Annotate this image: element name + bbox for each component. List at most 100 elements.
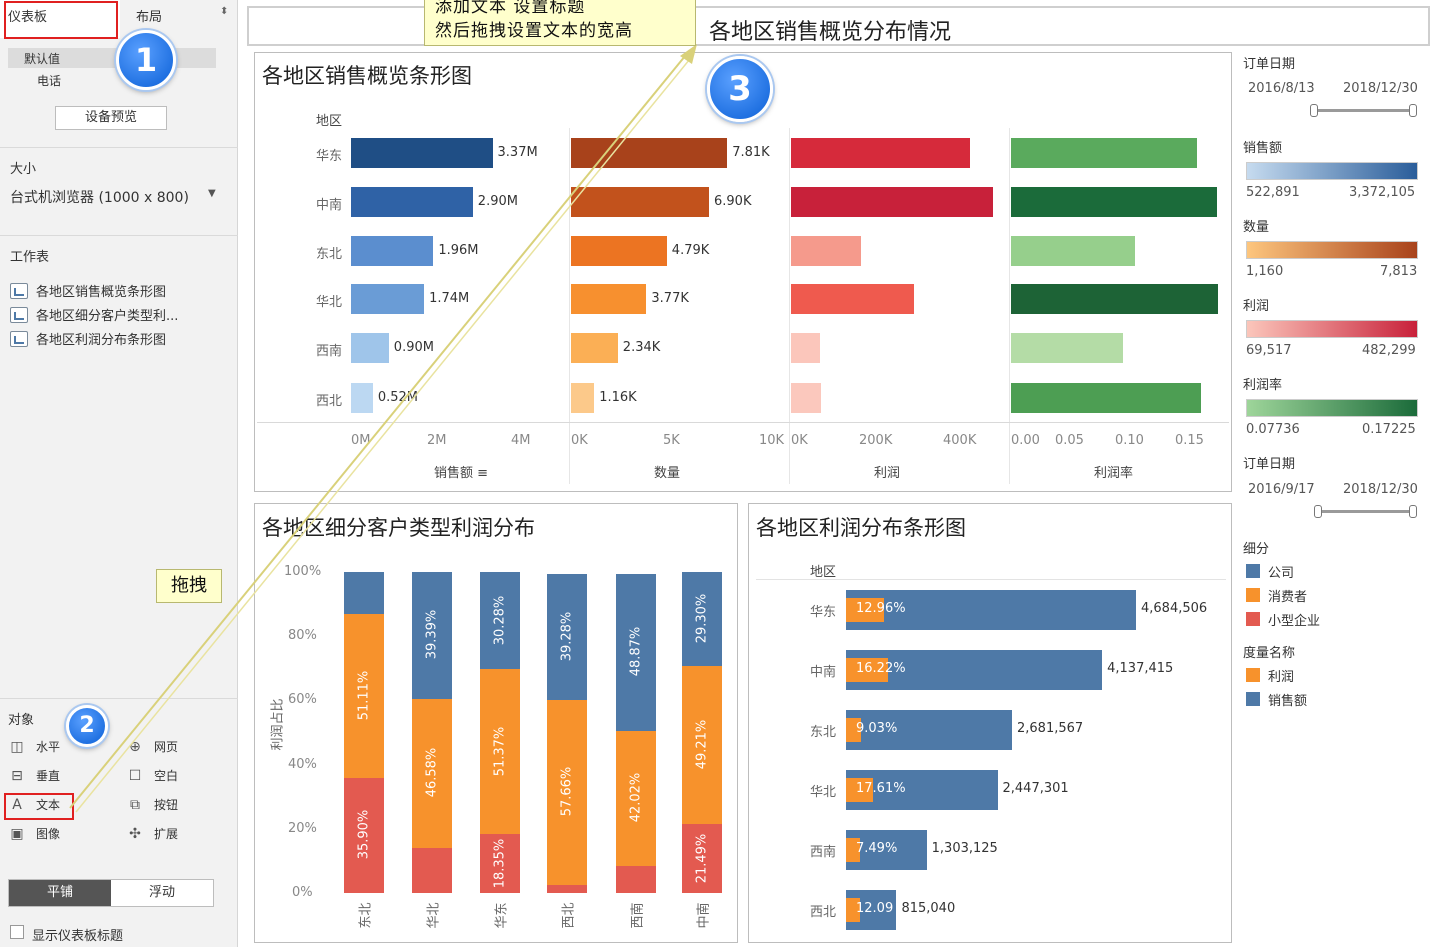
profit-bar[interactable] (846, 898, 860, 922)
stacked-segment-消费者[interactable] (480, 669, 520, 835)
stacked-segment-公司[interactable] (480, 572, 520, 670)
bar-利润[interactable] (791, 333, 821, 363)
tab-layout[interactable]: 布局 ⬍ (120, 0, 238, 38)
bar-利润率[interactable] (1011, 333, 1124, 363)
bar-销售额[interactable] (351, 138, 493, 168)
bar-利润[interactable] (791, 138, 970, 168)
bar-数量[interactable] (571, 333, 618, 363)
legend-item-label[interactable]: 小型企业 (1268, 614, 1321, 629)
stacked-segment-公司[interactable] (412, 572, 452, 699)
quantity-legend-min: 1,160 (1246, 264, 1284, 279)
bar-利润[interactable] (791, 284, 914, 314)
object-item-button[interactable]: ⧉ 按钮 (126, 796, 178, 813)
profit-bar[interactable] (846, 778, 873, 802)
layout-mode-toggle: 平铺 浮动 (8, 879, 214, 907)
stacked-segment-小型企业[interactable] (616, 865, 656, 893)
sales-bar[interactable] (846, 710, 1012, 750)
tiled-button[interactable]: 平铺 (9, 880, 111, 906)
bar-销售额[interactable] (351, 187, 473, 217)
vertical-icon: ⊟ (11, 767, 23, 784)
order-date-slider-handle-right[interactable] (1409, 104, 1417, 117)
floating-button[interactable]: 浮动 (111, 880, 213, 906)
profit-rate-label: 9.03% (856, 721, 898, 736)
profit-bar[interactable] (846, 658, 888, 682)
stacked-segment-消费者[interactable] (616, 730, 656, 866)
order-date-2-slider-handle-left[interactable] (1314, 505, 1322, 518)
object-item-blank[interactable]: ☐ 空白 (126, 767, 178, 784)
bar-利润[interactable] (791, 236, 861, 266)
stacked-segment-公司[interactable] (682, 572, 722, 667)
sales-overview-title: 各地区销售概览条形图 (262, 64, 472, 88)
stacked-segment-消费者[interactable] (682, 666, 722, 824)
order-date-slider-handle-left[interactable] (1310, 104, 1318, 117)
order-date-slider-track[interactable] (1314, 109, 1414, 112)
stacked-segment-公司[interactable] (344, 571, 384, 614)
stacked-segment-小型企业[interactable] (480, 834, 520, 893)
stacked-segment-消费者[interactable] (547, 699, 587, 885)
sales-data-label: 1,303,125 (931, 841, 998, 856)
bar-数量[interactable] (571, 284, 647, 314)
sales-bar[interactable] (846, 590, 1136, 630)
stacked-segment-公司[interactable] (616, 573, 656, 731)
axis-tick-label: 200K (859, 433, 893, 448)
profit-bar[interactable] (846, 838, 860, 862)
object-item-extension[interactable]: ✣ 扩展 (126, 825, 178, 842)
show-title-checkbox[interactable] (10, 925, 24, 939)
object-item-image[interactable]: ▣ 图像 (8, 825, 60, 842)
profit-bar[interactable] (846, 598, 884, 622)
object-item-web[interactable]: ⊕ 网页 (126, 738, 178, 755)
legend-item-label[interactable]: 销售额 (1268, 694, 1308, 709)
stacked-segment-小型企业[interactable] (682, 824, 722, 893)
bar-数量[interactable] (571, 187, 709, 217)
profit-bar[interactable] (846, 718, 861, 742)
stacked-segment-消费者[interactable] (344, 613, 384, 778)
stacked-segment-小型企业[interactable] (547, 884, 587, 893)
device-preview-button[interactable]: 设备预览 (55, 106, 167, 130)
stacked-segment-公司[interactable] (547, 573, 587, 700)
bar-销售额[interactable] (351, 333, 389, 363)
legend-item-label[interactable]: 公司 (1268, 566, 1295, 581)
legend-item-label[interactable]: 利润 (1268, 670, 1295, 685)
stacked-segment-小型企业[interactable] (412, 848, 452, 893)
bar-销售额[interactable] (351, 383, 373, 413)
bar-利润率[interactable] (1011, 138, 1197, 168)
bar-利润[interactable] (791, 383, 822, 413)
stacked-segment-小型企业[interactable] (344, 777, 384, 893)
blank-icon: ☐ (128, 767, 142, 784)
bar-数量[interactable] (571, 383, 595, 413)
bar-data-label: 1.96M (438, 243, 479, 258)
profit-rate-legend-title: 利润率 (1243, 378, 1283, 393)
stacked-segment-消费者[interactable] (412, 698, 452, 849)
bar-数量[interactable] (571, 236, 667, 266)
sales-bar[interactable] (846, 650, 1103, 690)
bar-利润率[interactable] (1011, 187, 1218, 217)
bar-销售额[interactable] (351, 236, 434, 266)
quantity-color-ramp (1246, 241, 1418, 259)
object-item-horizontal[interactable]: ◫ 水平 (8, 738, 60, 755)
worksheet-item-1[interactable]: 各地区销售概览条形图 (10, 281, 166, 300)
object-item-label: 扩展 (154, 827, 179, 841)
object-item-text[interactable]: A 文本 (8, 796, 60, 813)
bar-利润[interactable] (791, 187, 994, 217)
legend-item-label[interactable]: 消费者 (1268, 590, 1308, 605)
bar-利润率[interactable] (1011, 236, 1135, 266)
object-item-label: 水平 (36, 740, 61, 754)
order-date-2-to: 2018/12/30 (1343, 482, 1418, 497)
sales-overview-panel[interactable] (254, 52, 1232, 492)
order-date-2-slider-track[interactable] (1318, 510, 1414, 513)
device-phone-item[interactable]: 电话 (37, 74, 62, 88)
size-select[interactable]: 台式机浏览器 (1000 x 800) ▼ (8, 185, 226, 207)
worksheet-item-2[interactable]: 各地区细分客户类型利... (10, 305, 178, 324)
profit-rate-label: 12.09 (856, 901, 894, 916)
measure-legend-title: 度量名称 (1243, 646, 1296, 661)
bar-销售额[interactable] (351, 284, 425, 314)
legend-swatch (1246, 588, 1260, 602)
order-date-2-slider-handle-right[interactable] (1409, 505, 1417, 518)
sales-legend-title: 销售额 (1243, 141, 1283, 156)
bar-data-label: 1.16K (599, 390, 637, 405)
worksheet-item-3[interactable]: 各地区利润分布条形图 (10, 329, 166, 348)
bar-利润率[interactable] (1011, 383, 1202, 413)
bar-利润率[interactable] (1011, 284, 1218, 314)
tab-dashboard[interactable]: 仪表板 (0, 0, 120, 38)
object-item-vertical[interactable]: ⊟ 垂直 (8, 767, 60, 784)
